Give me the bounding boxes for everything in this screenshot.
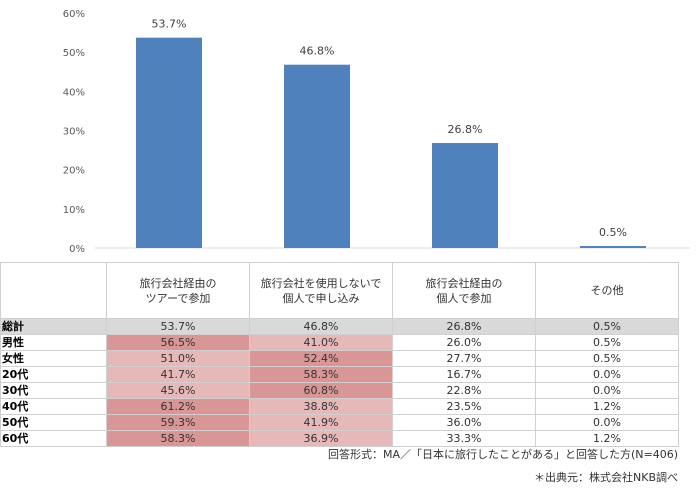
table-cell: 26.8% <box>392 318 536 335</box>
y-tick-label: 30% <box>63 127 85 138</box>
bar <box>284 64 350 248</box>
table-row: 20代 41.7% 58.3% 16.7% 0.0% <box>0 366 679 383</box>
table-cell: 45.6% <box>106 382 250 399</box>
row-label: 40代 <box>0 398 107 415</box>
table-cell: 16.7% <box>392 366 536 383</box>
table-row: 30代 45.6% 60.8% 22.8% 0.0% <box>0 382 679 399</box>
data-label: 26.8% <box>448 123 483 136</box>
table-cell: 33.3% <box>392 430 536 447</box>
column-header: 旅行会社を使用しないで 個人で申し込み <box>249 262 393 319</box>
table-cell: 0.5% <box>535 318 679 335</box>
table-cell: 26.0% <box>392 334 536 351</box>
column-header: 旅行会社経由の ツアーで参加 <box>106 262 250 319</box>
table-row: 総計 53.7% 46.8% 26.8% 0.5% <box>0 318 679 335</box>
row-label: 20代 <box>0 366 107 383</box>
data-table: 旅行会社経由の ツアーで参加 旅行会社を使用しないで 個人で申し込み 旅行会社経由の 個人… <box>0 262 679 447</box>
row-label: 総計 <box>0 318 107 335</box>
bar <box>432 143 498 248</box>
table-cell: 0.0% <box>535 414 679 431</box>
y-tick-label: 50% <box>63 48 85 59</box>
data-label: 53.7% <box>152 18 187 31</box>
y-tick-label: 40% <box>63 87 85 98</box>
table-cell: 36.9% <box>249 430 393 447</box>
table-cell: 0.5% <box>535 350 679 367</box>
table-cell: 41.9% <box>249 414 393 431</box>
table-cell: 58.3% <box>249 366 393 383</box>
row-label: 50代 <box>0 414 107 431</box>
table-cell: 0.5% <box>535 334 679 351</box>
table-cell: 51.0% <box>106 350 250 367</box>
table-cell: 46.8% <box>249 318 393 335</box>
table-cell: 58.3% <box>106 430 250 447</box>
table-row: 50代 59.3% 41.9% 36.0% 0.0% <box>0 414 679 431</box>
table-row: 男性 56.5% 41.0% 26.0% 0.5% <box>0 334 679 351</box>
answer-format-note: 回答形式：MA／「日本に旅行したことがある」と回答した方(N=406) <box>327 448 678 461</box>
table-cell: 0.0% <box>535 382 679 399</box>
table-cell: 41.7% <box>106 366 250 383</box>
table-cell: 41.0% <box>249 334 393 351</box>
data-label: 46.8% <box>300 45 335 58</box>
table-cell: 1.2% <box>535 430 679 447</box>
bar <box>136 37 202 248</box>
row-label: 男性 <box>0 334 107 351</box>
y-tick-label: 0% <box>69 244 85 255</box>
table-cell: 53.7% <box>106 318 250 335</box>
y-tick-label: 60% <box>63 9 85 20</box>
table-cell: 0.0% <box>535 366 679 383</box>
table-cell: 56.5% <box>106 334 250 351</box>
table-cell: 1.2% <box>535 398 679 415</box>
table-cell: 27.7% <box>392 350 536 367</box>
table-cell: 60.8% <box>249 382 393 399</box>
row-label: 女性 <box>0 350 107 367</box>
row-label: 60代 <box>0 430 107 447</box>
bar-chart: 0% 10% 20% 30% 40% 50% 60% 53.7% 46.8% 26.8% 0.5% <box>63 9 690 255</box>
table-row: 女性 51.0% 52.4% 27.7% 0.5% <box>0 350 679 367</box>
table-cell: 22.8% <box>392 382 536 399</box>
header-row: 旅行会社経由の ツアーで参加 旅行会社を使用しないで 個人で申し込み 旅行会社経由の 個人… <box>0 262 679 319</box>
y-tick-label: 10% <box>63 205 85 216</box>
bar <box>580 246 646 248</box>
table-cell: 52.4% <box>249 350 393 367</box>
table-cell: 59.3% <box>106 414 250 431</box>
table-cell: 38.8% <box>249 398 393 415</box>
y-tick-label: 20% <box>63 166 85 177</box>
data-label: 0.5% <box>599 226 627 239</box>
row-label: 30代 <box>0 382 107 399</box>
table-cell: 23.5% <box>392 398 536 415</box>
table-row: 40代 61.2% 38.8% 23.5% 1.2% <box>0 398 679 415</box>
table-cell: 61.2% <box>106 398 250 415</box>
source-note: ＊出典元：株式会社NKB調べ <box>534 471 678 484</box>
column-header: 旅行会社経由の 個人で参加 <box>392 262 536 319</box>
table-cell: 36.0% <box>392 414 536 431</box>
table-row: 60代 58.3% 36.9% 33.3% 1.2% <box>0 430 679 447</box>
column-header: その他 <box>535 262 679 319</box>
